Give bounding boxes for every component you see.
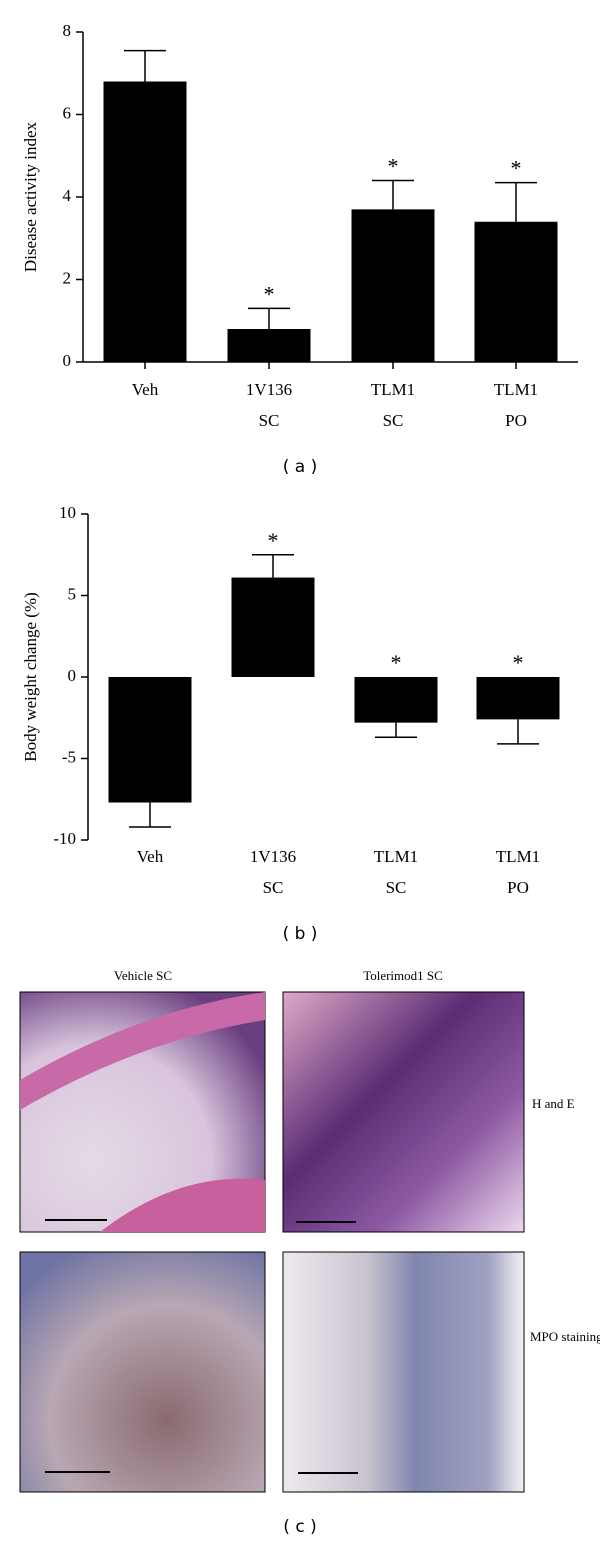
bar: [108, 677, 192, 803]
x-tick-label: TLM1: [496, 847, 540, 866]
panel-label: ( c ): [283, 1517, 316, 1537]
y-tick-label: 0: [68, 666, 77, 685]
histology-images: [19, 991, 525, 1493]
bar: [354, 677, 438, 723]
y-tick-label: 0: [63, 351, 72, 370]
y-tick-label: -10: [53, 829, 76, 848]
significance-marker: *: [264, 281, 275, 306]
row-label: H and E: [532, 1096, 575, 1111]
column-label: Tolerimod1 SC: [363, 968, 443, 983]
y-tick-label: 10: [59, 503, 76, 522]
y-tick-label: 6: [63, 103, 72, 122]
image: [282, 1251, 525, 1493]
image-detail: [20, 992, 265, 1110]
bar: [231, 577, 315, 677]
significance-marker: *: [511, 156, 522, 181]
bar: [227, 329, 311, 362]
x-tick-label: Veh: [132, 380, 159, 399]
significance-marker: *: [513, 650, 524, 675]
x-tick-label: SC: [383, 411, 404, 430]
x-tick-label: SC: [386, 878, 407, 897]
x-tick-label: PO: [505, 411, 527, 430]
image: [19, 1251, 266, 1493]
y-tick-label: 5: [68, 584, 77, 603]
significance-marker: *: [391, 650, 402, 675]
significance-marker: *: [268, 528, 279, 553]
y-axis-label: Body weight change (%): [21, 592, 40, 761]
row-label: MPO staining: [530, 1329, 600, 1344]
x-tick-label: Veh: [137, 847, 164, 866]
bar: [103, 81, 187, 362]
x-tick-label: TLM1: [494, 380, 538, 399]
image-detail: [100, 1178, 265, 1232]
x-tick-label: 1V136: [246, 380, 292, 399]
x-tick-label: PO: [507, 878, 529, 897]
y-tick-label: 4: [63, 186, 72, 205]
x-tick-label: 1V136: [250, 847, 296, 866]
x-tick-label: SC: [259, 411, 280, 430]
panel-label: ( a ): [283, 457, 318, 477]
x-tick-label: TLM1: [374, 847, 418, 866]
x-tick-label: SC: [263, 878, 284, 897]
bar: [351, 209, 435, 362]
bar: [474, 221, 558, 362]
significance-marker: *: [388, 154, 399, 179]
y-tick-label: -5: [62, 747, 76, 766]
panel-label: ( b ): [283, 924, 318, 944]
y-tick-label: 8: [63, 21, 72, 40]
column-label: Vehicle SC: [114, 968, 172, 983]
image: [282, 991, 525, 1233]
y-tick-label: 2: [63, 268, 72, 287]
x-tick-label: TLM1: [371, 380, 415, 399]
bar: [476, 677, 560, 720]
y-axis-label: Disease activity index: [21, 121, 40, 272]
